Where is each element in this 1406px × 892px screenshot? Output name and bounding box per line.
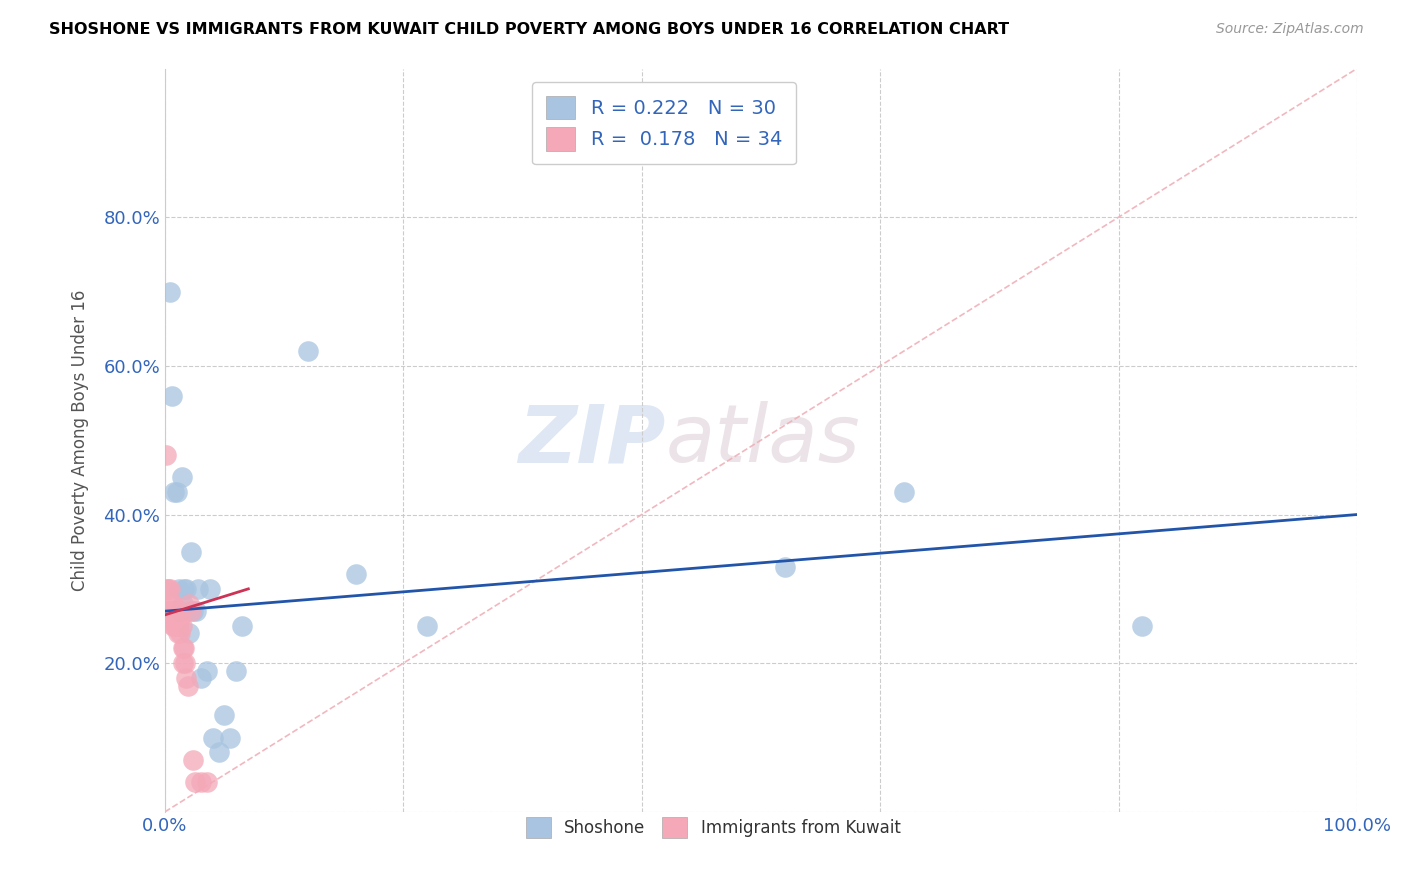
Point [160, 597, 183, 611]
Point [170, 619, 193, 633]
Point [162, 619, 184, 633]
Point [159, 285, 181, 299]
Point [170, 470, 193, 484]
Point [773, 559, 796, 574]
Point [198, 582, 221, 596]
Point [172, 641, 194, 656]
Point [165, 619, 187, 633]
Point [219, 731, 242, 745]
Point [416, 619, 439, 633]
Point [344, 567, 367, 582]
Point [187, 582, 209, 596]
Point [172, 657, 194, 671]
Point [297, 343, 319, 358]
Point [169, 626, 191, 640]
Point [155, 448, 177, 462]
Point [231, 619, 253, 633]
Text: atlas: atlas [665, 401, 860, 479]
Point [214, 708, 236, 723]
Point [169, 612, 191, 626]
Legend: Shoshone, Immigrants from Kuwait: Shoshone, Immigrants from Kuwait [519, 811, 907, 845]
Point [167, 612, 190, 626]
Point [195, 664, 218, 678]
Point [1132, 619, 1154, 633]
Point [160, 612, 183, 626]
Point [163, 485, 186, 500]
Point [167, 626, 190, 640]
Point [893, 485, 915, 500]
Point [180, 545, 202, 559]
Point [174, 657, 197, 671]
Point [163, 619, 186, 633]
Point [225, 664, 247, 678]
Point [201, 731, 224, 745]
Point [176, 679, 198, 693]
Point [172, 597, 194, 611]
Point [190, 775, 212, 789]
Point [167, 582, 190, 596]
Point [167, 619, 190, 633]
Point [195, 775, 218, 789]
Y-axis label: Child Poverty Among Boys Under 16: Child Poverty Among Boys Under 16 [72, 290, 89, 591]
Point [156, 582, 179, 596]
Point [169, 604, 191, 618]
Point [177, 597, 200, 611]
Point [183, 753, 205, 767]
Point [166, 485, 188, 500]
Point [160, 388, 183, 402]
Point [190, 671, 212, 685]
Point [176, 671, 198, 685]
Point [173, 582, 195, 596]
Point [157, 582, 180, 596]
Text: Source: ZipAtlas.com: Source: ZipAtlas.com [1216, 22, 1364, 37]
Point [159, 582, 181, 596]
Point [165, 612, 187, 626]
Point [163, 604, 186, 618]
Text: ZIP: ZIP [519, 401, 665, 479]
Point [176, 582, 198, 596]
Point [156, 604, 179, 618]
Point [183, 775, 205, 789]
Point [159, 604, 181, 618]
Text: SHOSHONE VS IMMIGRANTS FROM KUWAIT CHILD POVERTY AMONG BOYS UNDER 16 CORRELATION: SHOSHONE VS IMMIGRANTS FROM KUWAIT CHILD… [49, 22, 1010, 37]
Point [180, 604, 202, 618]
Point [183, 604, 205, 618]
Point [166, 619, 188, 633]
Point [184, 604, 207, 618]
Point [162, 597, 184, 611]
Point [159, 604, 181, 618]
Point [177, 626, 200, 640]
Point [173, 641, 195, 656]
Point [207, 746, 229, 760]
